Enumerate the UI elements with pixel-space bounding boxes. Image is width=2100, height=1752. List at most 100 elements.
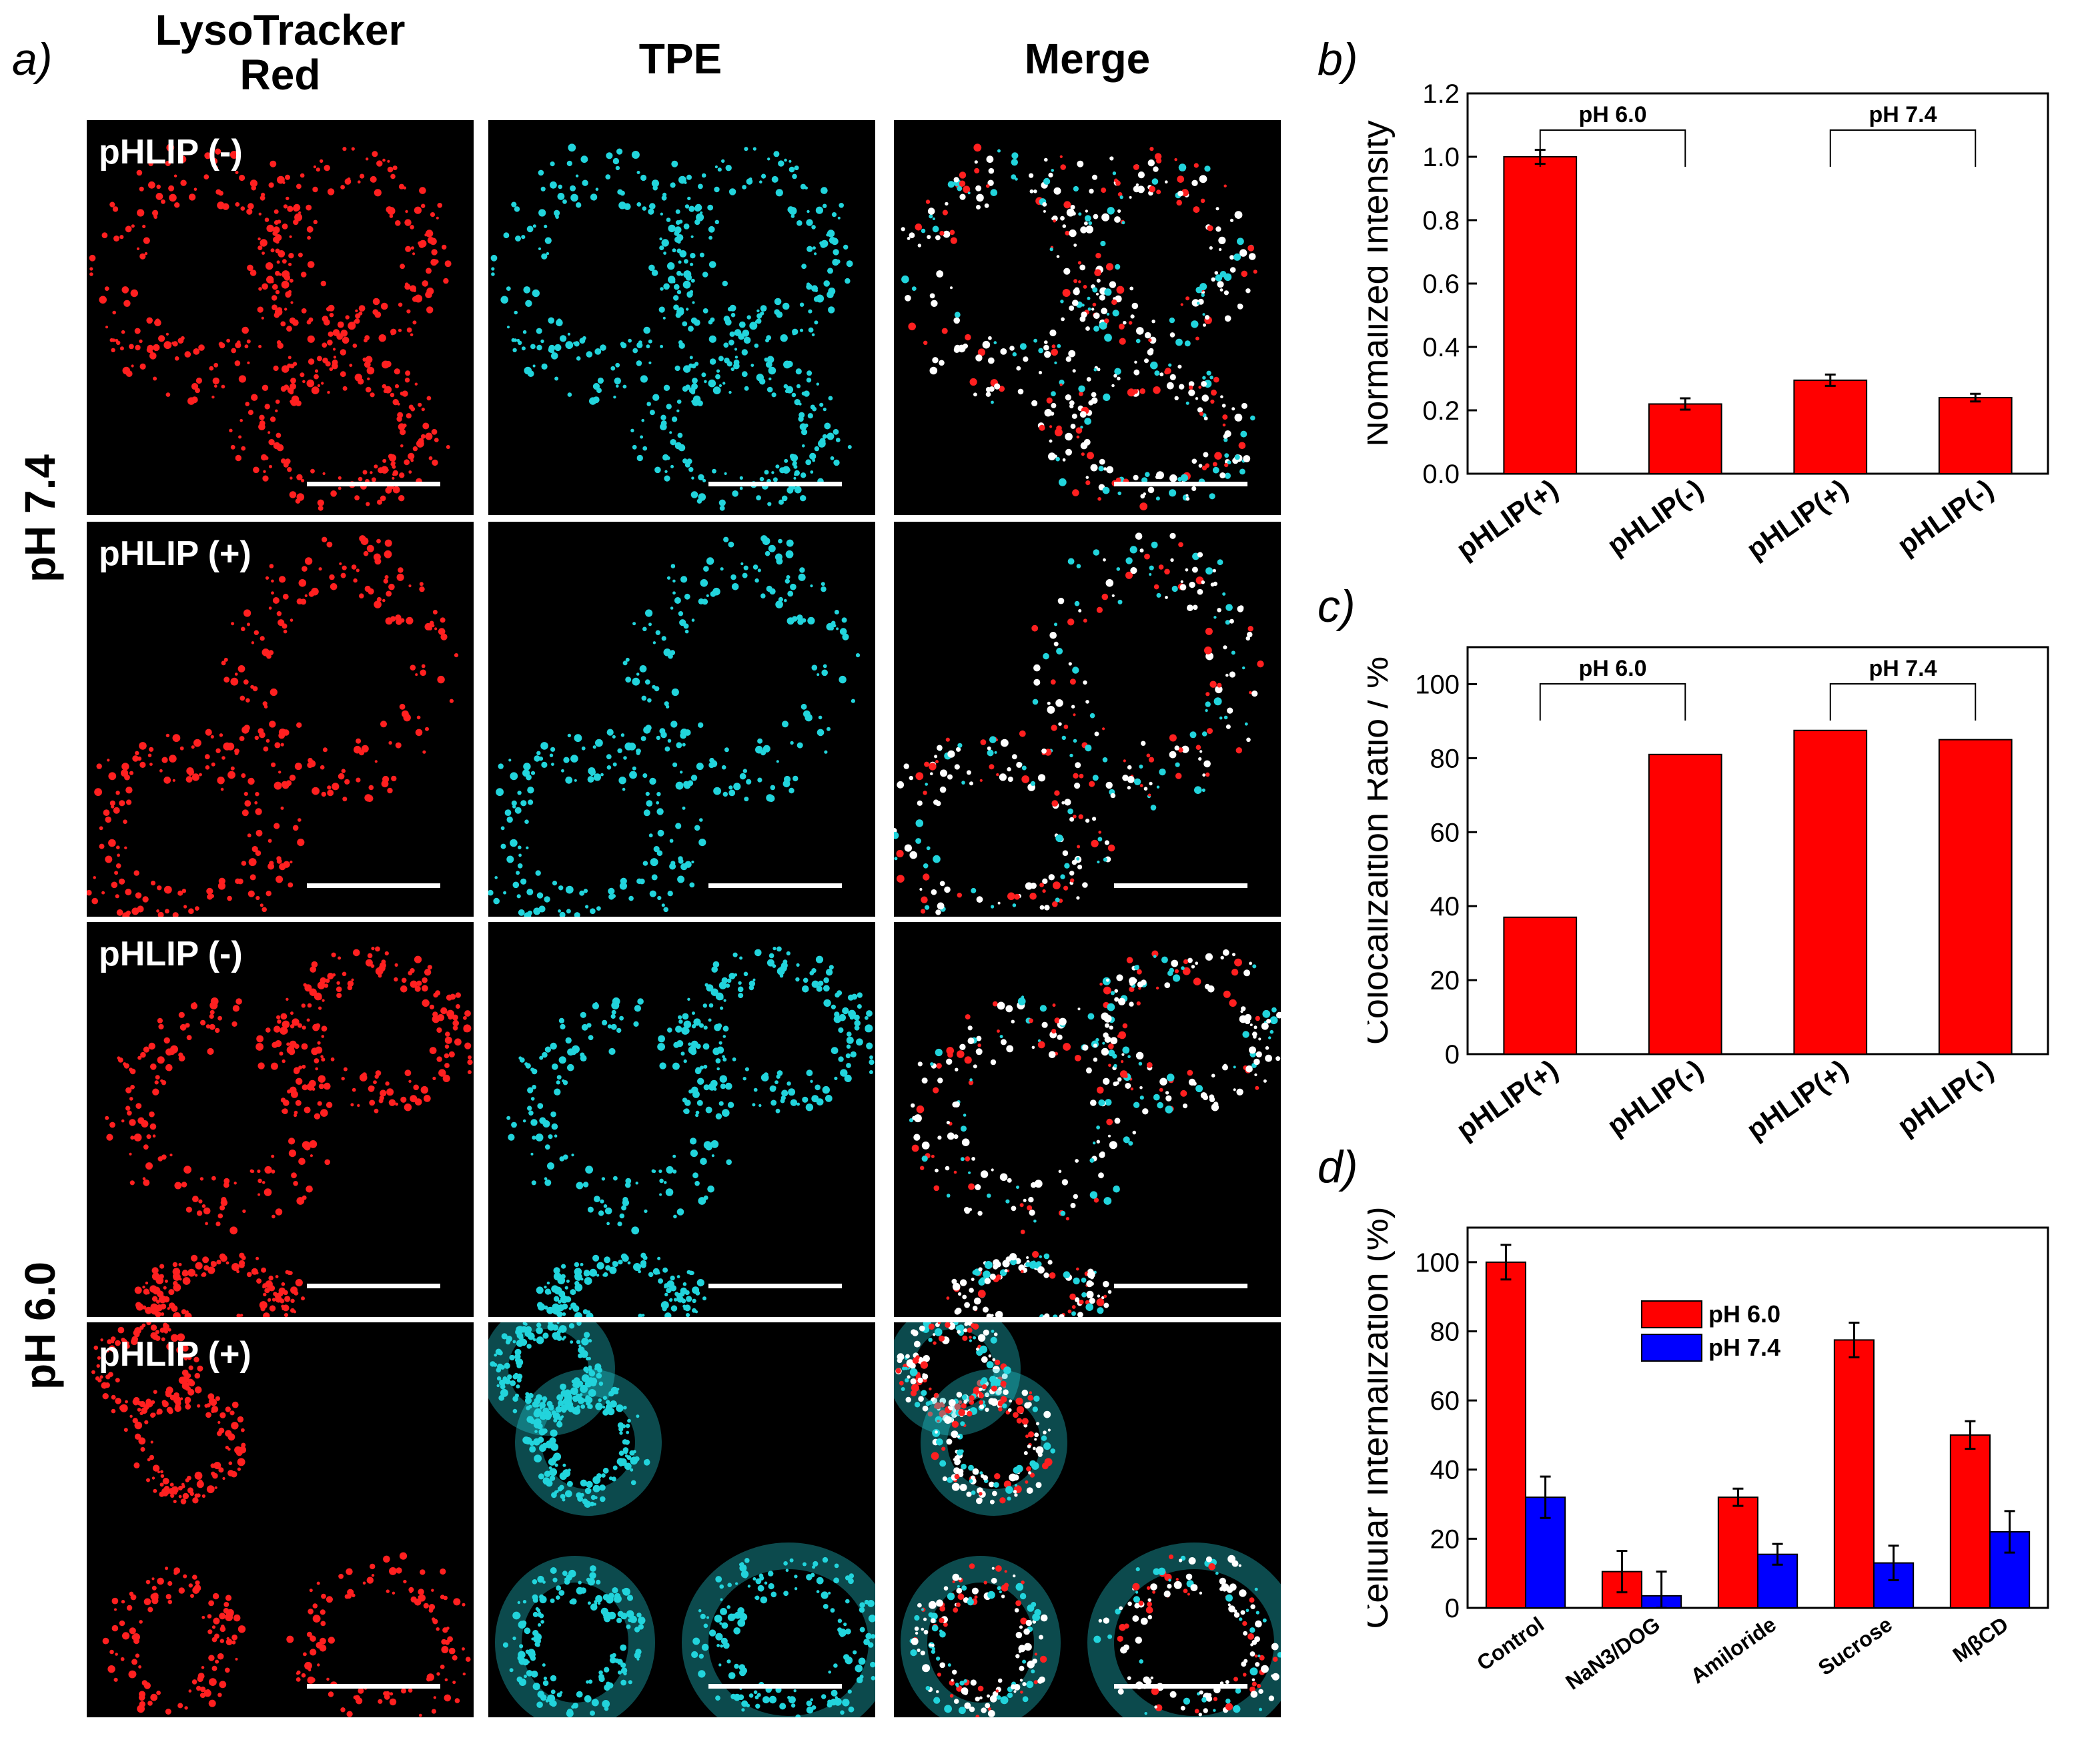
vesicle-dot xyxy=(275,399,280,404)
vesicle-dot xyxy=(136,247,140,250)
vesicle-dot xyxy=(742,572,748,578)
vesicle-dot xyxy=(612,157,620,165)
vesicle-dot xyxy=(171,342,175,345)
vesicle-dot xyxy=(449,699,454,703)
vesicle-dot xyxy=(1253,270,1257,274)
vesicle-dot xyxy=(390,328,397,335)
vesicle-dot xyxy=(113,1358,118,1362)
vesicle-dot xyxy=(223,657,228,662)
vesicle-dot xyxy=(530,1152,534,1156)
vesicle-dot xyxy=(978,1267,983,1272)
vesicle-dot xyxy=(353,578,358,583)
vesicle-dot xyxy=(659,1178,664,1184)
vesicle-dot xyxy=(576,1405,580,1409)
vesicle-dot xyxy=(340,185,345,189)
vesicle-dot xyxy=(540,339,544,344)
vesicle-dot xyxy=(581,746,586,751)
vesicle-dot xyxy=(225,1667,230,1673)
vesicle-dot xyxy=(155,1306,159,1311)
vesicle-dot xyxy=(1103,1032,1109,1038)
vesicle-dot xyxy=(539,1595,547,1604)
vesicle-dot xyxy=(137,209,145,217)
vesicle-dot xyxy=(246,339,251,344)
vesicle-dot xyxy=(589,1572,596,1579)
vesicle-dot xyxy=(1225,673,1229,677)
vesicle-dot xyxy=(165,1063,173,1071)
vesicle-dot xyxy=(793,1689,797,1693)
vesicle-dot xyxy=(507,326,510,329)
vesicle-dot xyxy=(989,736,997,743)
vesicle-dot xyxy=(934,1328,943,1336)
vesicle-dot xyxy=(1192,604,1198,610)
vesicle-dot xyxy=(965,1156,971,1162)
vesicle-dot xyxy=(925,905,930,910)
vesicle-dot xyxy=(847,445,852,449)
vesicle-dot xyxy=(1110,991,1115,995)
vesicle-dot xyxy=(285,1270,290,1274)
vesicle-dot xyxy=(282,259,287,264)
vesicle-dot xyxy=(1202,773,1206,777)
vesicle-dot xyxy=(671,160,678,167)
vesicle-dot xyxy=(617,189,623,195)
vesicle-dot xyxy=(976,1347,979,1351)
vesicle-dot xyxy=(322,999,325,1002)
vesicle-dot xyxy=(551,1123,558,1130)
vesicle-dot xyxy=(1062,224,1067,228)
vesicle-dot xyxy=(678,611,684,616)
vesicle-dot xyxy=(530,344,536,350)
vesicle-dot xyxy=(446,1009,454,1018)
micrograph-image xyxy=(105,946,473,1317)
vesicle-dot xyxy=(953,1134,959,1140)
vesicle-dot xyxy=(362,470,368,475)
vesicle-dot xyxy=(546,1281,550,1285)
vesicle-dot xyxy=(676,409,680,412)
micrograph-r1-c2 xyxy=(488,120,875,515)
vesicle-dot xyxy=(233,1614,241,1622)
vesicle-dot xyxy=(1117,376,1121,381)
vesicle-dot xyxy=(725,1082,732,1090)
vesicle-dot xyxy=(101,232,108,239)
vesicle-dot xyxy=(933,1185,940,1192)
vesicle-dot xyxy=(977,1334,986,1342)
vesicle-dot xyxy=(659,237,662,241)
vesicle-dot xyxy=(752,564,758,570)
vesicle-dot xyxy=(1095,1037,1099,1042)
vesicle-dot xyxy=(518,845,522,849)
vesicle-dot xyxy=(592,1484,600,1492)
vesicle-dot xyxy=(574,1312,582,1317)
vesicle-dot xyxy=(672,1062,680,1070)
vesicle-dot xyxy=(1117,599,1123,604)
vesicle-dot xyxy=(1059,383,1063,386)
vesicle-dot xyxy=(710,760,718,768)
vesicle-dot xyxy=(242,1209,246,1214)
vesicle-dot xyxy=(525,1392,530,1396)
vesicle-dot xyxy=(624,1439,630,1445)
vesicle-dot xyxy=(791,392,797,398)
vesicle-dot xyxy=(688,1042,692,1046)
vesicle-dot xyxy=(694,825,700,831)
vesicle-dot xyxy=(567,1063,574,1071)
vesicle-dot xyxy=(652,641,656,644)
vesicle-dot xyxy=(235,202,240,207)
vesicle-dot xyxy=(1097,368,1101,372)
vesicle-dot xyxy=(539,1338,543,1342)
vesicle-dot xyxy=(915,838,921,844)
vesicle-dot xyxy=(706,557,714,565)
vesicle-dot xyxy=(905,1378,909,1383)
vesicle-dot xyxy=(789,159,792,163)
vesicle-dot xyxy=(151,1267,159,1274)
vesicle-dot xyxy=(1097,497,1101,501)
vesicle-dot xyxy=(327,188,335,195)
vesicle-dot xyxy=(819,438,826,444)
vesicle-dot xyxy=(1114,997,1119,1002)
vesicle-dot xyxy=(385,1691,390,1696)
vesicle-dot xyxy=(122,366,131,375)
vesicle-dot xyxy=(178,1485,183,1490)
vesicle-dot xyxy=(1087,1013,1095,1020)
vesicle-dot xyxy=(184,1399,190,1404)
vesicle-dot xyxy=(144,252,148,256)
vesicle-dot xyxy=(421,408,425,412)
vesicle-dot xyxy=(1043,652,1049,660)
vesicle-dot xyxy=(241,326,249,334)
vesicle-dot xyxy=(588,1365,592,1370)
